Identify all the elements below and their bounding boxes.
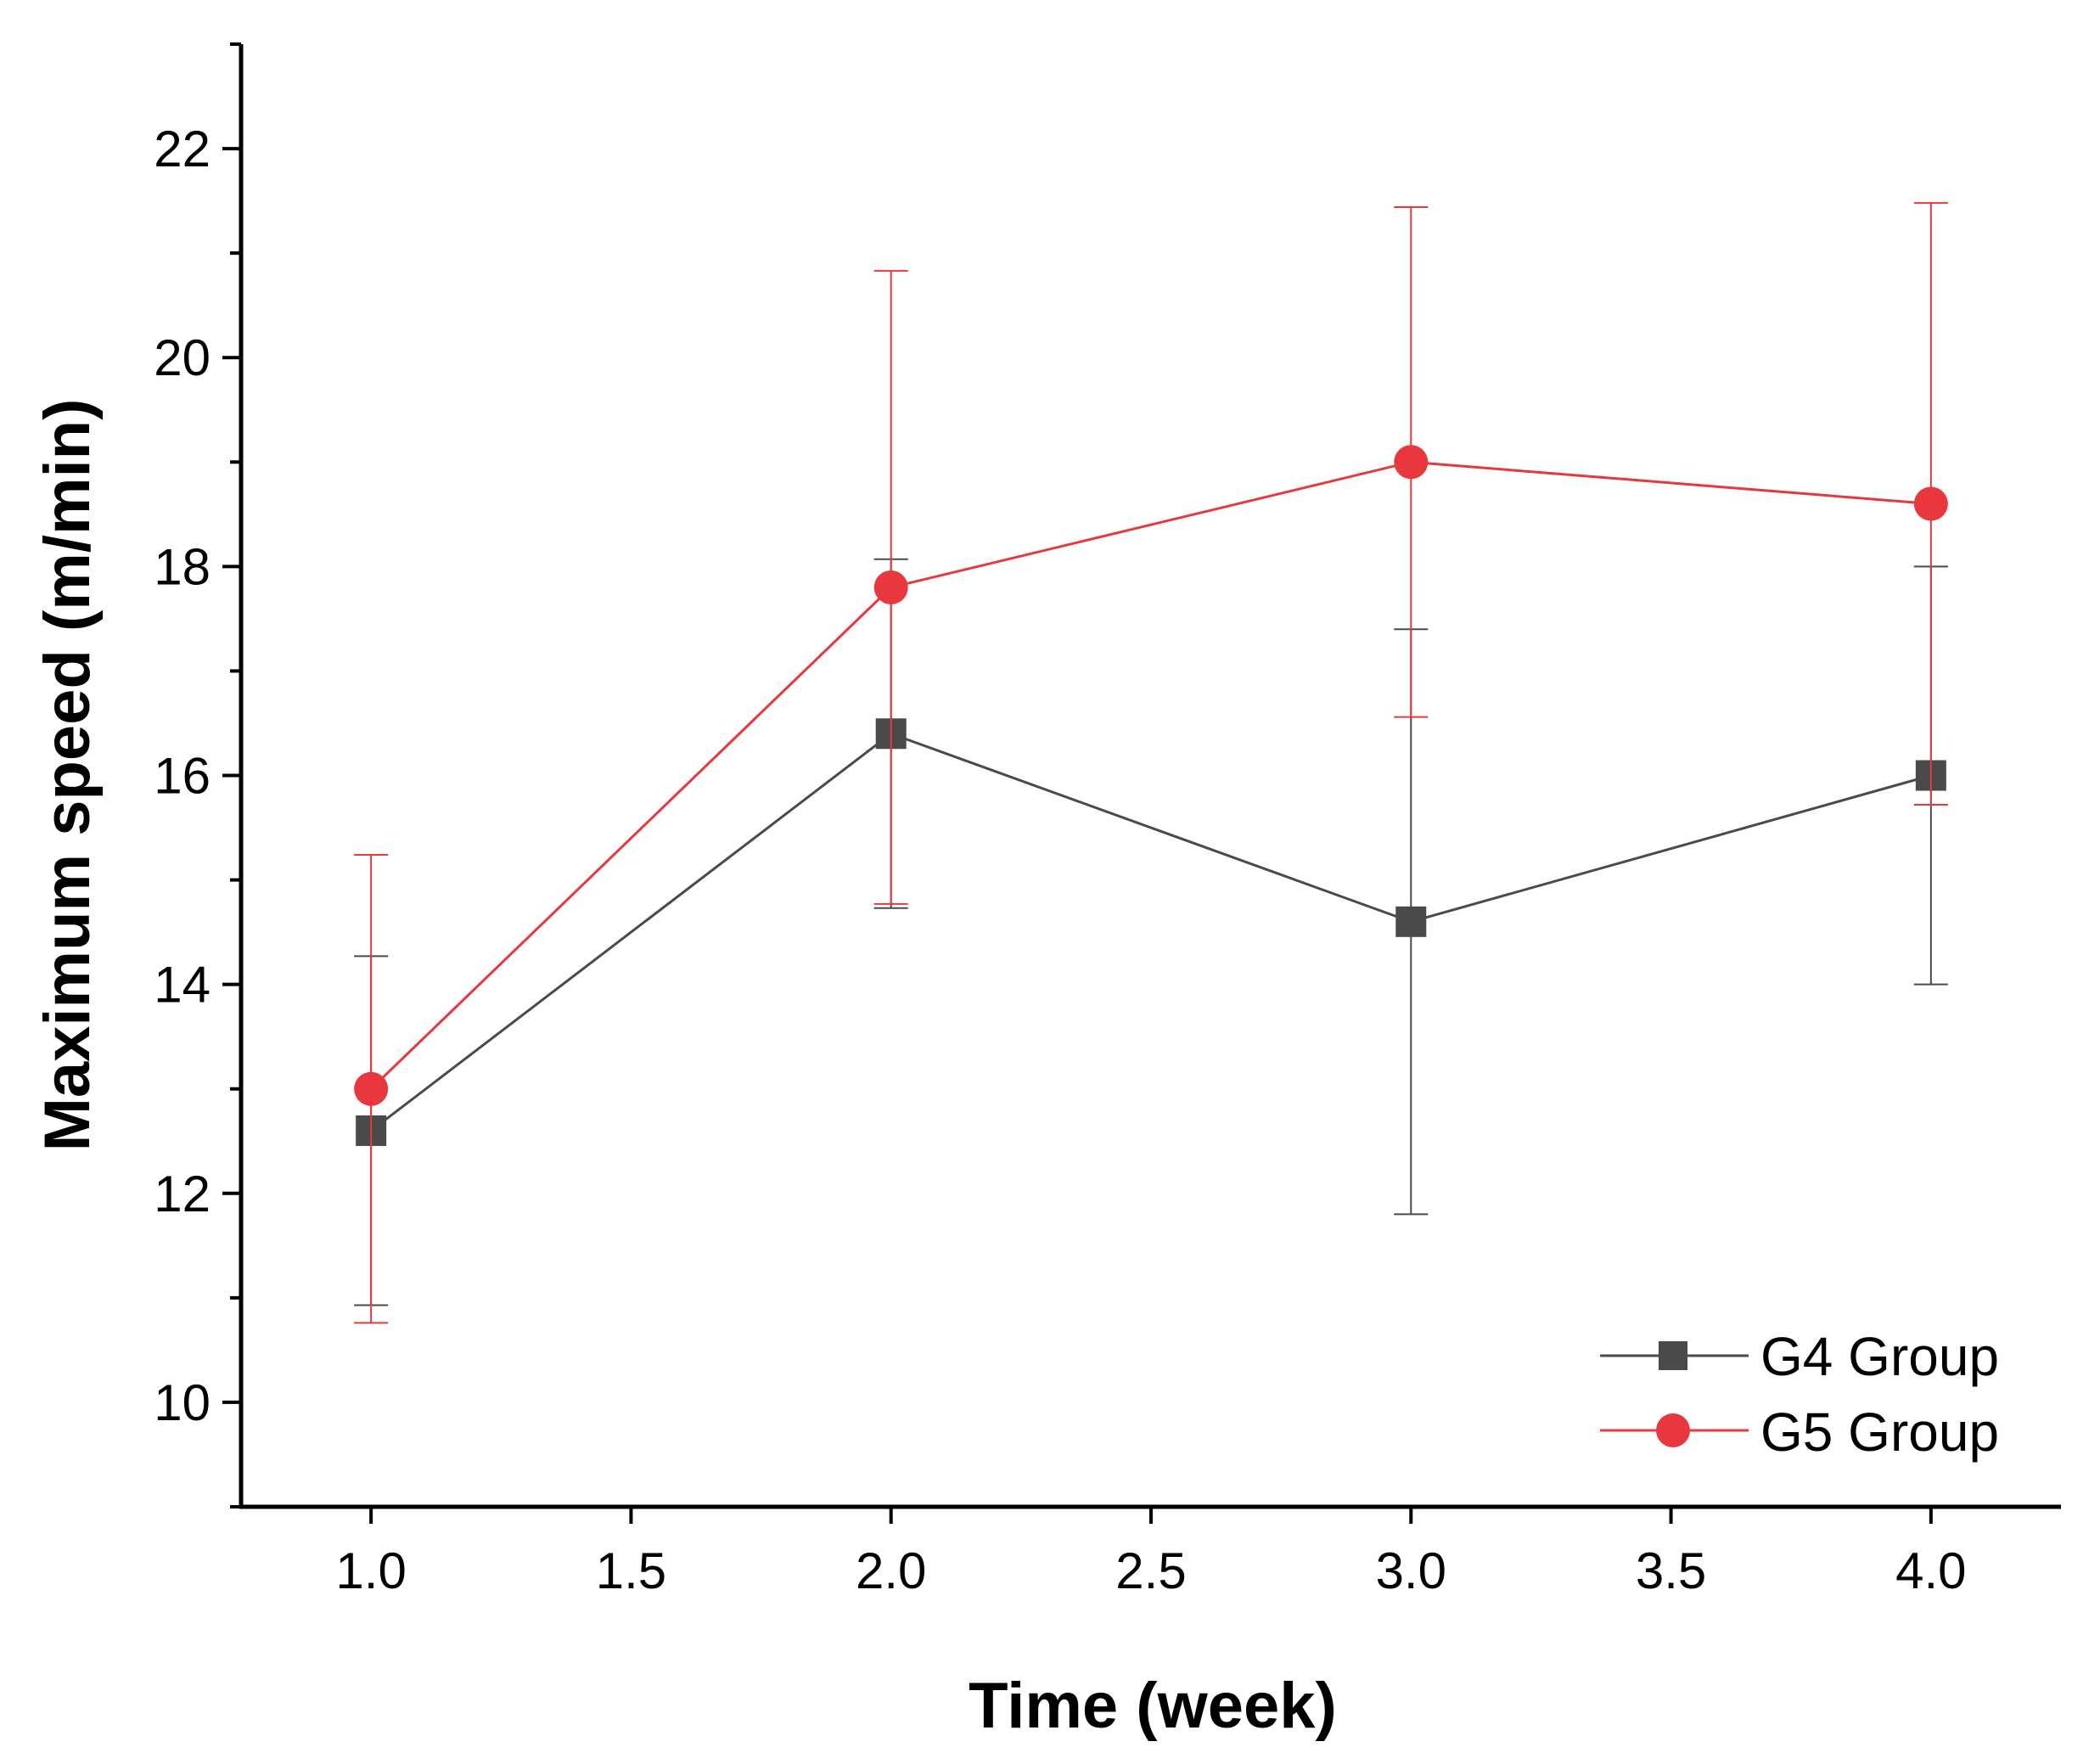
y-tick-label: 14 (154, 957, 211, 1014)
series-line (370, 460, 1931, 1090)
data-point-square (1395, 906, 1427, 937)
data-point-circle (873, 570, 908, 604)
legend-g5-circle-marker (1656, 1413, 1690, 1447)
x-tick-label: 3.0 (1376, 1542, 1446, 1599)
x-tick-label: 2.0 (856, 1542, 926, 1599)
legend-item-g5: G5 Group (1600, 1402, 1999, 1463)
data-point-circle (1913, 486, 1948, 521)
y-tick-label: 16 (154, 748, 211, 805)
y-tick-label: 20 (154, 329, 211, 386)
series-line (370, 732, 1932, 1132)
legend: G4 Group G5 Group (1600, 1326, 1999, 1463)
y-tick-label: 12 (154, 1166, 211, 1222)
x-ticks: 1.0 1.5 2.0 2.5 3.0 3.5 4.0 (335, 1507, 1967, 1599)
legend-item-g4: G4 Group (1600, 1326, 1999, 1387)
plot-area (354, 202, 1948, 1324)
data-point-circle (1394, 445, 1429, 480)
legend-g4-square-marker (1659, 1341, 1687, 1370)
series-g5-group (354, 202, 1948, 1324)
data-point-circle (354, 1071, 389, 1106)
x-tick-label: 2.5 (1115, 1542, 1186, 1599)
legend-g4-label: G4 Group (1760, 1326, 1999, 1387)
x-tick-label: 1.0 (335, 1542, 406, 1599)
y-tick-label: 22 (154, 121, 211, 177)
x-tick-label: 3.5 (1636, 1542, 1706, 1599)
x-tick-label: 1.5 (596, 1542, 666, 1599)
y-tick-label: 10 (154, 1374, 211, 1431)
y-tick-label: 18 (154, 538, 211, 595)
y-ticks: 10 12 14 16 18 20 22 (154, 42, 241, 1508)
x-tick-label: 4.0 (1895, 1542, 1966, 1599)
y-axis-title: Maximum speed (m/min) (31, 399, 104, 1152)
x-axis-title: Time (week) (969, 1670, 1337, 1742)
legend-g5-label: G5 Group (1760, 1402, 1999, 1463)
